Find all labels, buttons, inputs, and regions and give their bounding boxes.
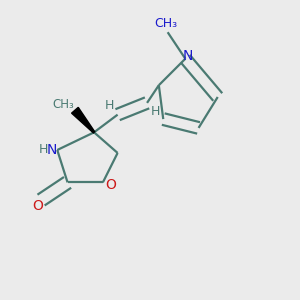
Text: H: H — [38, 143, 48, 157]
Polygon shape — [72, 107, 95, 133]
Text: CH₃: CH₃ — [154, 17, 178, 31]
Text: H: H — [105, 99, 114, 112]
Text: N: N — [183, 50, 194, 63]
Text: H: H — [151, 105, 160, 118]
Text: O: O — [105, 178, 116, 192]
Text: O: O — [33, 199, 44, 213]
Text: N: N — [47, 143, 57, 157]
Text: CH₃: CH₃ — [52, 98, 74, 111]
